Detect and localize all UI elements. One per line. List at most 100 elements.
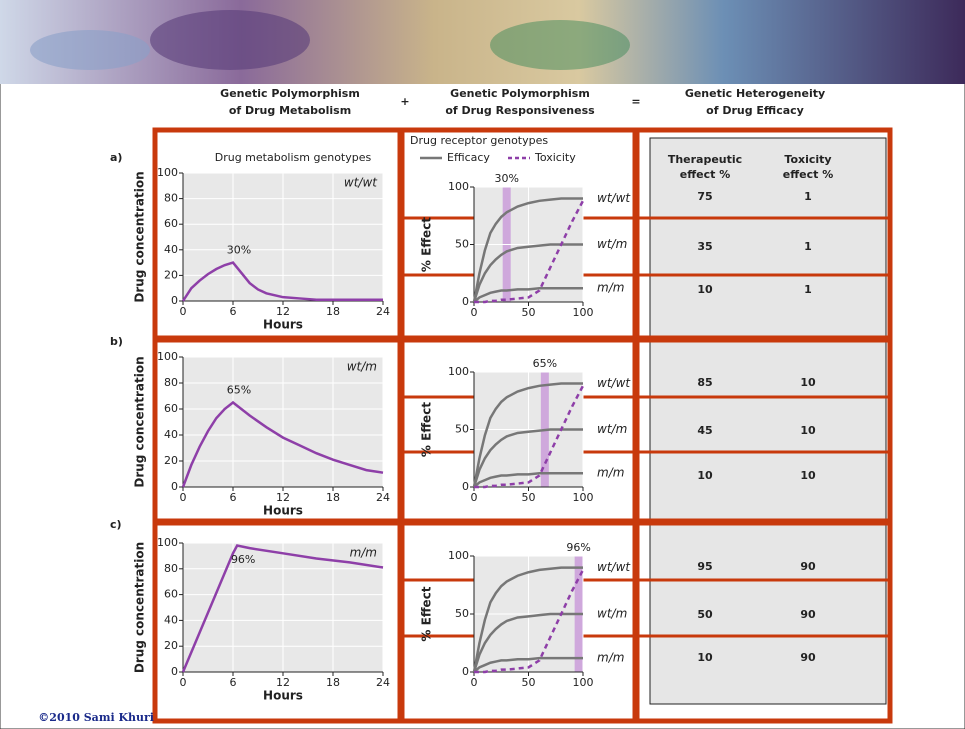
column-header: Genetic Polymorphism: [450, 87, 590, 100]
y-tick-label: 0: [171, 480, 178, 493]
series-label: m/m: [597, 281, 624, 295]
table-header: effect %: [783, 168, 833, 181]
x-tick-label: 50: [522, 491, 536, 504]
annotation: 65%: [227, 384, 251, 397]
x-tick-label: 100: [573, 491, 594, 504]
series-label: m/m: [597, 651, 624, 665]
column-header: of Drug Responsiveness: [445, 104, 595, 117]
y-tick-label: 50: [455, 607, 469, 620]
highlight-label: 65%: [533, 357, 557, 370]
x-tick-label: 6: [230, 676, 237, 689]
column-header: Genetic Polymorphism: [220, 87, 360, 100]
y-tick-label: 100: [448, 365, 469, 378]
legend-label: Efficacy: [447, 151, 490, 164]
column-header: of Drug Efficacy: [706, 104, 804, 117]
y-tick-label: 60: [164, 588, 178, 601]
y-tick-label: 80: [164, 376, 178, 389]
x-tick-label: 24: [376, 305, 390, 318]
table-cell: 95: [697, 560, 712, 573]
table-cell: 10: [697, 283, 713, 296]
x-tick-label: 12: [276, 305, 290, 318]
y-tick-label: 0: [462, 665, 469, 678]
table-cell: 90: [800, 608, 816, 621]
x-tick-label: 0: [471, 676, 478, 689]
series-label: wt/wt: [597, 191, 631, 205]
y-tick-label: 20: [164, 454, 178, 467]
table-cell: 90: [800, 560, 816, 573]
table-cell: 35: [697, 240, 712, 253]
table-cell: 10: [800, 469, 816, 482]
slide: Genetic Polymorphism of Drug Metabolism Ge…: [0, 0, 965, 729]
x-axis-label: Hours: [263, 318, 303, 332]
row-label: c): [110, 518, 122, 531]
chart-title: Drug receptor genotypes: [410, 134, 548, 147]
y-tick-label: 100: [157, 350, 178, 363]
y-tick-label: 40: [164, 428, 178, 441]
x-tick-label: 50: [522, 306, 536, 319]
x-tick-label: 50: [522, 676, 536, 689]
row-label: b): [110, 335, 123, 348]
y-tick-label: 40: [164, 613, 178, 626]
x-tick-label: 0: [471, 491, 478, 504]
y-tick-label: 50: [455, 238, 469, 251]
y-tick-label: 40: [164, 243, 178, 256]
x-tick-label: 100: [573, 306, 594, 319]
y-tick-label: 80: [164, 562, 178, 575]
column-header: of Drug Metabolism: [229, 104, 351, 117]
table-header: Toxicity: [784, 153, 831, 166]
x-axis-label: Hours: [263, 504, 303, 518]
x-tick-label: 18: [326, 676, 340, 689]
table-cell: 1: [804, 283, 812, 296]
table-cell: 85: [697, 376, 712, 389]
y-axis-label: Drug concentration: [133, 542, 147, 673]
y-tick-label: 60: [164, 402, 178, 415]
y-tick-label: 20: [164, 268, 178, 281]
x-tick-label: 100: [573, 676, 594, 689]
y-tick-label: 100: [157, 536, 178, 549]
y-axis-label: % Effect: [420, 402, 434, 457]
y-tick-label: 100: [448, 549, 469, 562]
x-tick-label: 12: [276, 491, 290, 504]
y-tick-label: 80: [164, 192, 178, 205]
series-label: wt/m: [597, 607, 627, 621]
x-tick-label: 18: [326, 491, 340, 504]
x-tick-label: 18: [326, 305, 340, 318]
annotation: 96%: [231, 553, 255, 566]
y-tick-label: 0: [462, 295, 469, 308]
table-cell: 50: [697, 608, 713, 621]
table-header: effect %: [680, 168, 730, 181]
x-tick-label: 0: [180, 676, 187, 689]
y-tick-label: 0: [171, 665, 178, 678]
series-label: wt/m: [347, 360, 377, 374]
series-label: wt/wt: [344, 176, 378, 190]
table-cell: 10: [697, 469, 713, 482]
series-label: wt/m: [597, 237, 627, 251]
series-label: m/m: [350, 546, 377, 560]
chart-title: Drug metabolism genotypes: [215, 151, 372, 164]
highlight-label: 30%: [494, 172, 518, 185]
table-header: Therapeutic: [668, 153, 742, 166]
table-cell: 10: [800, 376, 816, 389]
series-label: wt/m: [597, 422, 627, 436]
table-cell: 45: [697, 424, 712, 437]
table-cell: 1: [804, 240, 812, 253]
x-tick-label: 0: [180, 305, 187, 318]
y-tick-label: 50: [455, 423, 469, 436]
banner-decor: [490, 20, 630, 70]
y-tick-label: 20: [164, 639, 178, 652]
x-axis-label: Hours: [263, 689, 303, 703]
table-cell: 10: [800, 424, 816, 437]
series-label: wt/wt: [597, 376, 631, 390]
x-tick-label: 6: [230, 491, 237, 504]
x-tick-label: 12: [276, 676, 290, 689]
y-axis-label: Drug concentration: [133, 171, 147, 302]
operator: =: [631, 95, 640, 108]
banner-decor: [150, 10, 310, 70]
highlight-label: 96%: [566, 541, 590, 554]
y-tick-label: 0: [171, 294, 178, 307]
y-tick-label: 0: [462, 480, 469, 493]
y-axis-label: Drug concentration: [133, 356, 147, 487]
table-cell: 10: [697, 651, 713, 664]
column-header: Genetic Heterogeneity: [685, 87, 825, 100]
operator: +: [400, 95, 409, 108]
